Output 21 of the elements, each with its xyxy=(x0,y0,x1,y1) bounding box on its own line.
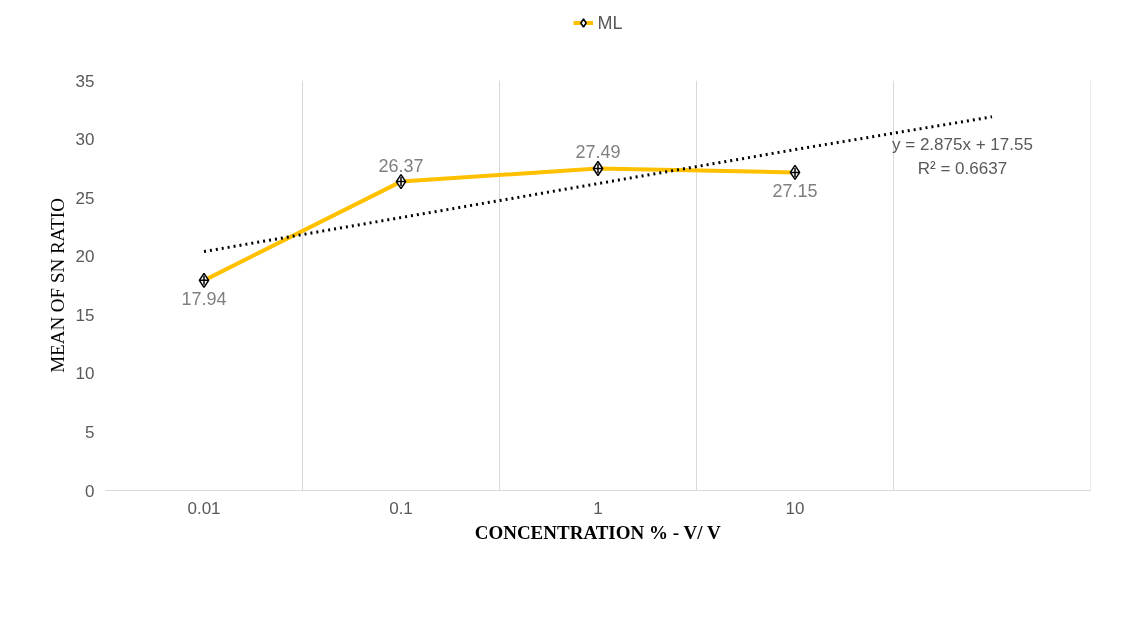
y-axis-title: MEAN OF SN RATIO xyxy=(46,198,68,373)
x-tick-label: 0.01 xyxy=(187,498,221,518)
y-tick-label: 20 xyxy=(75,247,95,267)
y-tick-label: 10 xyxy=(75,364,95,384)
legend-label: ML xyxy=(597,12,623,33)
y-tick-label: 15 xyxy=(75,305,95,325)
annotation: y = 2.875x + 17.55 xyxy=(892,135,1033,155)
x-axis-title: CONCENTRATION % - V/ V xyxy=(474,521,721,543)
x-tick-label: 0.1 xyxy=(389,498,413,518)
y-tick-label: 30 xyxy=(75,130,95,150)
data-label: 27.49 xyxy=(575,142,621,163)
y-tick-label: 0 xyxy=(85,481,95,501)
y-tick-label: 5 xyxy=(85,422,95,442)
annotation: R² = 0.6637 xyxy=(917,159,1008,179)
x-tick-label: 1 xyxy=(593,498,603,518)
y-tick-label: 25 xyxy=(75,188,95,208)
data-label: 26.37 xyxy=(378,155,424,176)
data-label: 17.94 xyxy=(181,289,227,310)
data-label: 27.15 xyxy=(772,181,818,202)
x-tick-label: 10 xyxy=(785,498,805,518)
y-tick-label: 35 xyxy=(75,71,95,91)
